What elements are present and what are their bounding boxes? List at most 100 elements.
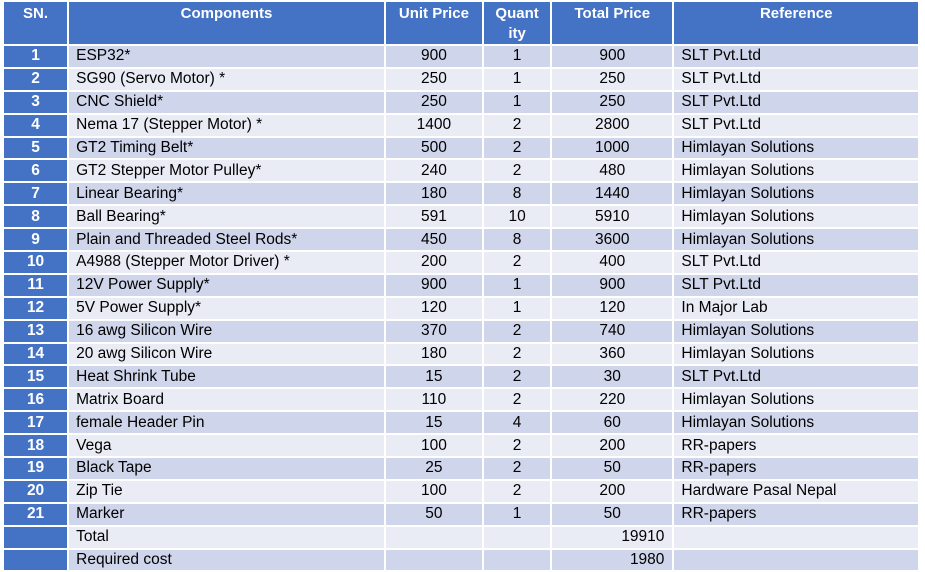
cell-total-price[interactable]: 400 (552, 252, 673, 273)
cell-reference[interactable]: Himlayan Solutions (674, 343, 918, 365)
cell-quantity[interactable]: 2 (484, 160, 551, 182)
cell-total-price[interactable]: 120 (552, 297, 673, 319)
cell-unit-price[interactable]: 500 (385, 137, 483, 159)
cell-quantity[interactable]: 2 (484, 480, 551, 502)
cell-component[interactable]: 20 awg Silicon Wire (69, 343, 384, 365)
cell-quantity[interactable]: 2 (484, 252, 551, 273)
cell-sn[interactable]: 9 (4, 229, 68, 251)
cell-reference[interactable]: SLT Pvt.Ltd (674, 91, 918, 113)
cell-component[interactable]: ESP32* (69, 46, 384, 67)
cell-quantity[interactable]: 2 (484, 137, 551, 159)
cell-unit-price[interactable]: 370 (385, 320, 483, 342)
summary-label[interactable]: Required cost (69, 549, 384, 571)
cell-total-price[interactable]: 740 (552, 320, 673, 342)
cell-sn[interactable]: 8 (4, 206, 68, 228)
cell-sn[interactable]: 13 (4, 320, 68, 342)
cell-sn[interactable]: 19 (4, 458, 68, 479)
cell-sn[interactable]: 7 (4, 183, 68, 205)
cell-quantity[interactable]: 2 (484, 435, 551, 457)
cell-component[interactable]: 5V Power Supply* (69, 297, 384, 319)
cell-component[interactable]: A4988 (Stepper Motor Driver) * (69, 252, 384, 273)
cell-sn[interactable]: 2 (4, 68, 68, 90)
cell-unit-price[interactable]: 250 (385, 68, 483, 90)
cell-reference[interactable]: Hardware Pasal Nepal (674, 480, 918, 502)
cell-quantity[interactable]: 10 (484, 206, 551, 228)
cell-component[interactable]: Linear Bearing* (69, 183, 384, 205)
header-reference[interactable]: Reference (674, 2, 918, 44)
cell-reference[interactable]: Himlayan Solutions (674, 137, 918, 159)
cell-reference[interactable] (674, 526, 918, 548)
cell-sn[interactable]: 6 (4, 160, 68, 182)
cell-sn[interactable]: 12 (4, 297, 68, 319)
header-components[interactable]: Components (69, 2, 384, 44)
cell-reference[interactable]: RR-papers (674, 458, 918, 479)
cell-total-price[interactable]: 250 (552, 91, 673, 113)
cell-component[interactable]: Matrix Board (69, 389, 384, 411)
cell-total-price[interactable]: 220 (552, 389, 673, 411)
cell-reference[interactable]: Himlayan Solutions (674, 183, 918, 205)
header-quantity[interactable]: Quant ity (484, 2, 551, 44)
cell-quantity[interactable]: 8 (484, 183, 551, 205)
cell-sn[interactable]: 4 (4, 114, 68, 136)
cell-reference[interactable]: SLT Pvt.Ltd (674, 114, 918, 136)
cell-component[interactable]: Heat Shrink Tube (69, 366, 384, 388)
cell-total-price[interactable]: 30 (552, 366, 673, 388)
cell-total-price[interactable]: 3600 (552, 229, 673, 251)
cell-quantity[interactable]: 1 (484, 274, 551, 296)
cell-quantity[interactable]: 2 (484, 389, 551, 411)
cell-component[interactable]: Plain and Threaded Steel Rods* (69, 229, 384, 251)
cell-sn[interactable]: 11 (4, 274, 68, 296)
cell-unit-price[interactable]: 180 (385, 343, 483, 365)
cell-unit-price[interactable] (385, 526, 483, 548)
cell-total-price[interactable]: 60 (552, 412, 673, 434)
cell-unit-price[interactable]: 1400 (385, 114, 483, 136)
cell-unit-price[interactable]: 900 (385, 274, 483, 296)
cell-unit-price[interactable]: 15 (385, 366, 483, 388)
cell-total-price[interactable]: 50 (552, 503, 673, 525)
cell-reference[interactable]: Himlayan Solutions (674, 160, 918, 182)
cell-sn[interactable] (4, 526, 68, 548)
cell-unit-price[interactable]: 591 (385, 206, 483, 228)
cell-component[interactable]: Ball Bearing* (69, 206, 384, 228)
cell-quantity[interactable]: 2 (484, 320, 551, 342)
cell-unit-price[interactable]: 240 (385, 160, 483, 182)
cell-component[interactable]: CNC Shield* (69, 91, 384, 113)
cell-total-price[interactable]: 2800 (552, 114, 673, 136)
header-sn[interactable]: SN. (4, 2, 68, 44)
cell-reference[interactable]: Himlayan Solutions (674, 206, 918, 228)
cell-component[interactable]: Nema 17 (Stepper Motor) * (69, 114, 384, 136)
cell-unit-price[interactable]: 900 (385, 46, 483, 67)
cell-quantity[interactable]: 1 (484, 297, 551, 319)
header-total-price[interactable]: Total Price (552, 2, 673, 44)
cell-reference[interactable]: In Major Lab (674, 297, 918, 319)
cell-reference[interactable] (674, 549, 918, 571)
cell-reference[interactable]: SLT Pvt.Ltd (674, 252, 918, 273)
cell-unit-price[interactable]: 200 (385, 252, 483, 273)
cell-quantity[interactable]: 4 (484, 412, 551, 434)
cell-component[interactable]: 16 awg Silicon Wire (69, 320, 384, 342)
cell-sn[interactable]: 20 (4, 480, 68, 502)
cell-component[interactable]: female Header Pin (69, 412, 384, 434)
cell-quantity[interactable]: 1 (484, 91, 551, 113)
cell-unit-price[interactable]: 110 (385, 389, 483, 411)
cell-unit-price[interactable]: 250 (385, 91, 483, 113)
cell-total-price[interactable]: 250 (552, 68, 673, 90)
cell-reference[interactable]: Himlayan Solutions (674, 389, 918, 411)
cell-quantity[interactable] (484, 549, 551, 571)
cell-unit-price[interactable] (385, 549, 483, 571)
cell-sn[interactable]: 10 (4, 252, 68, 273)
cell-quantity[interactable]: 2 (484, 366, 551, 388)
summary-value[interactable]: 19910 (552, 526, 673, 548)
cell-total-price[interactable]: 200 (552, 480, 673, 502)
cell-reference[interactable]: SLT Pvt.Ltd (674, 366, 918, 388)
cell-unit-price[interactable]: 450 (385, 229, 483, 251)
cell-component[interactable]: SG90 (Servo Motor) * (69, 68, 384, 90)
cell-sn[interactable] (4, 549, 68, 571)
cell-component[interactable]: Vega (69, 435, 384, 457)
cell-component[interactable]: GT2 Stepper Motor Pulley* (69, 160, 384, 182)
cell-quantity[interactable] (484, 526, 551, 548)
cell-sn[interactable]: 3 (4, 91, 68, 113)
summary-value[interactable]: 1980 (552, 549, 673, 571)
cell-quantity[interactable]: 2 (484, 343, 551, 365)
cell-total-price[interactable]: 480 (552, 160, 673, 182)
